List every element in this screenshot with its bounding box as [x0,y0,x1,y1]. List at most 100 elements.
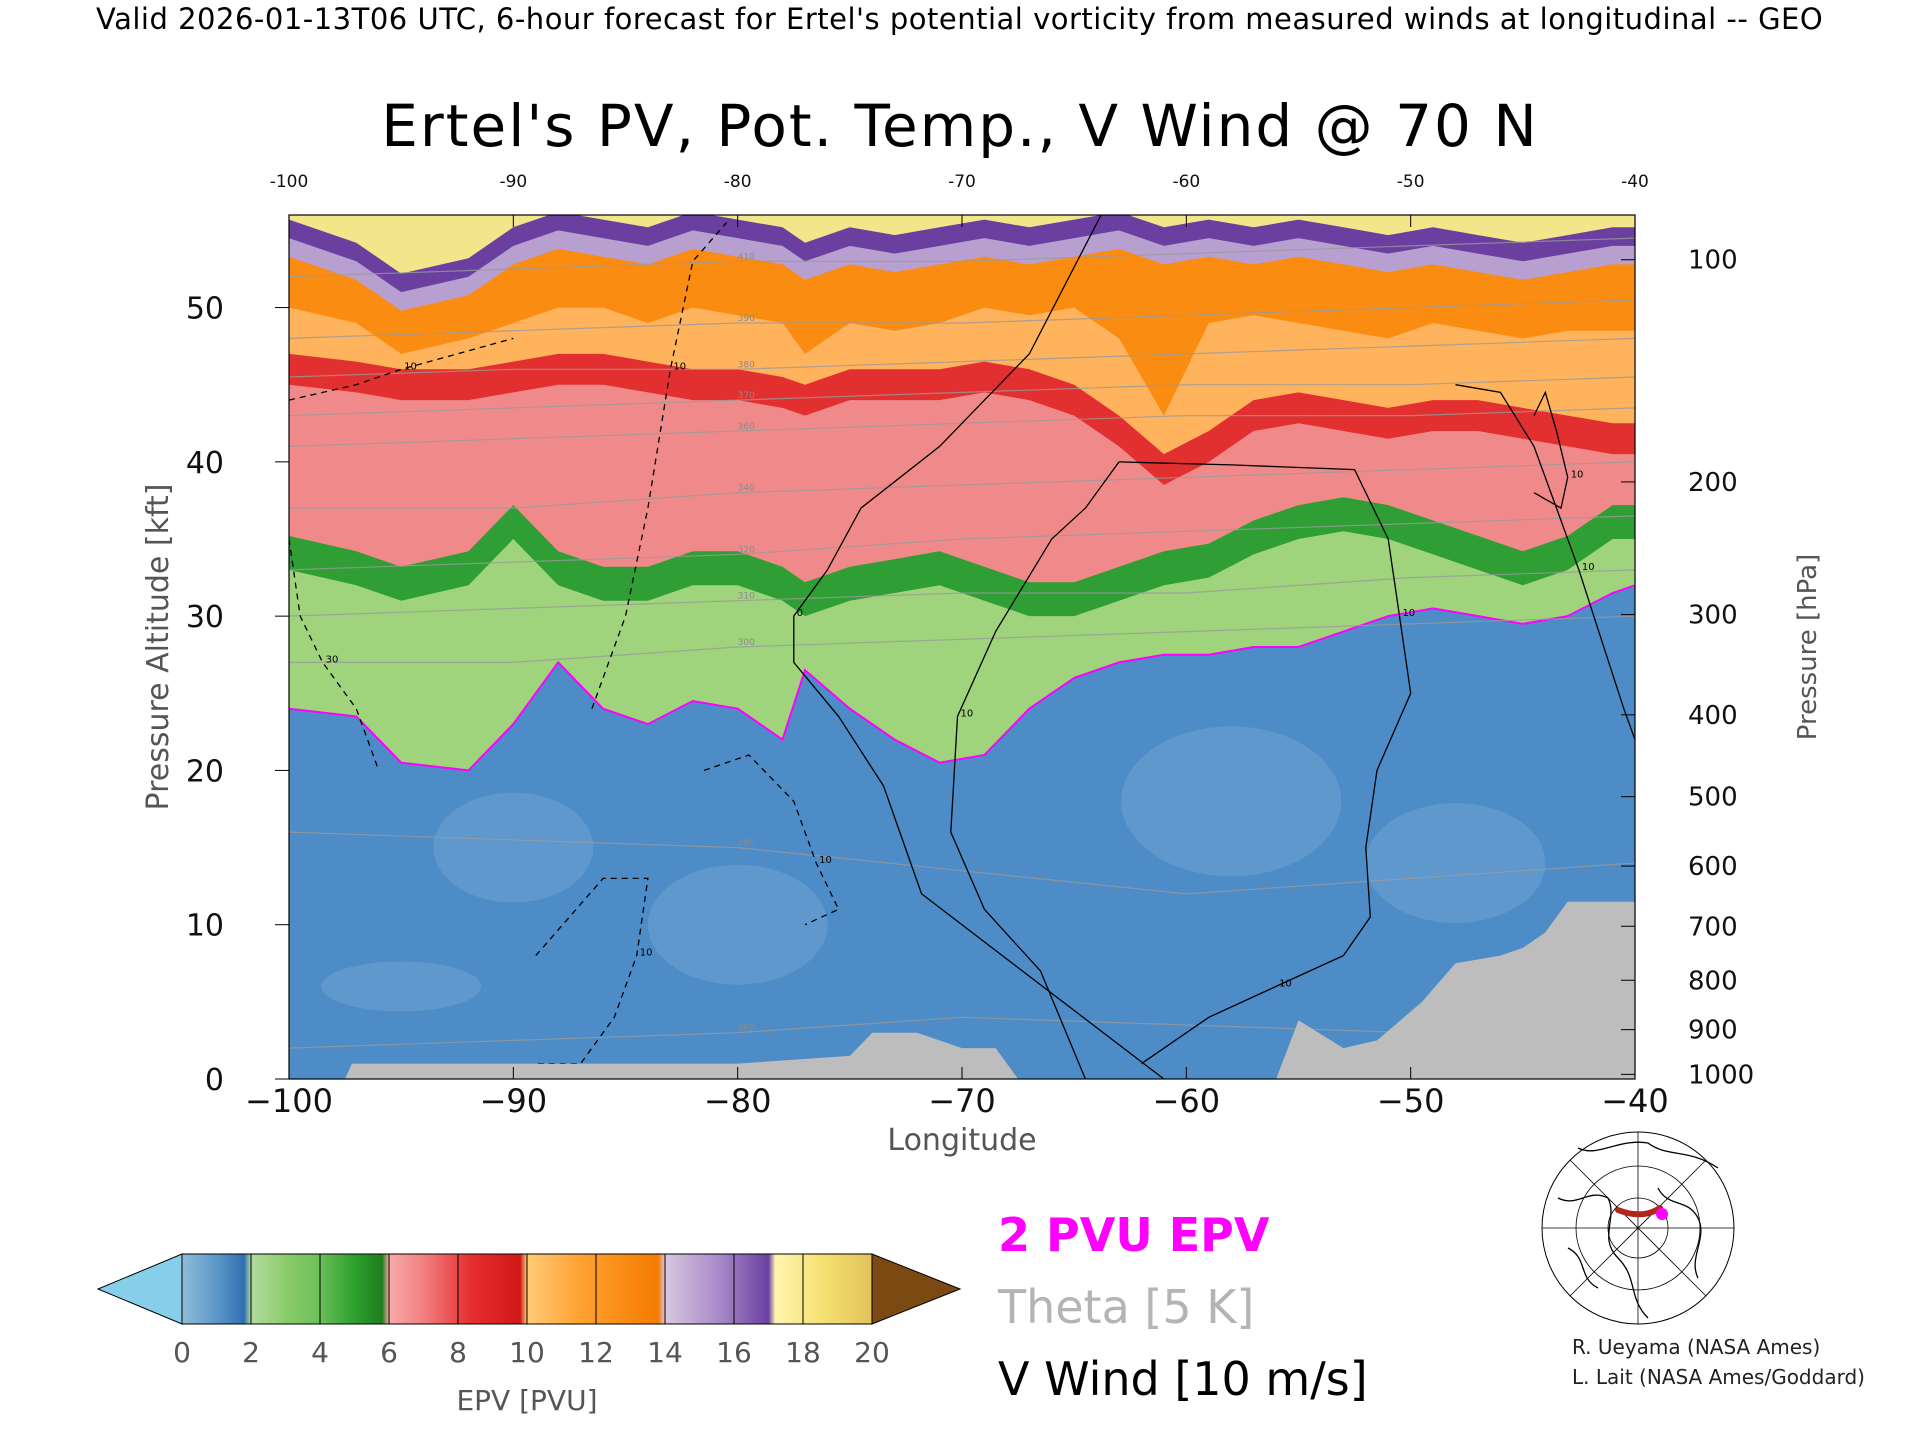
colorbar-over-arrow [871,1253,962,1325]
y2-axis-label: Pressure [hPa] [1793,554,1823,741]
vwind-contour-label: 10 [1571,469,1584,480]
pressure-tick-label: 700 [1688,912,1738,942]
credits: R. Ueyama (NASA Ames) L. Lait (NASA Ames… [1572,1332,1865,1392]
epv-2pvu-contour [289,584,1635,772]
x-tick-label-top: -40 [1621,172,1649,192]
pressure-tick-label: 900 [1688,1016,1738,1046]
pressure-tick-label: 400 [1688,701,1738,731]
axes: −100 −90 −80 −70 −60 −50 −40 -100 -90 -80 -70 -60 -5… [141,172,1823,1158]
vwind-contour [1118,461,1412,848]
troposphere-light-patch [1365,803,1546,923]
theta-contour-label: 280 [738,839,755,849]
pressure-tick-label: 100 [1688,246,1738,276]
theta-contour-label: 300 [738,638,755,648]
colorbar-tick-label: 12 [578,1336,614,1369]
theta-contour [289,376,1635,417]
theta-contour [289,569,1635,617]
y-tick-label: 30 [186,600,224,635]
x-tick-label: −70 [928,1082,996,1120]
theta-contour [289,831,1635,895]
vwind-contour [535,877,649,1065]
pressure-tick-label: 500 [1688,783,1738,813]
x-tick-label: −100 [245,1082,333,1120]
header-text: Valid 2026-01-13T06 UTC, 6-hour forecast… [96,2,1824,36]
x-axis-label: Longitude [887,1123,1036,1158]
vwind-contour-label: 10 [404,361,417,372]
vwind-contour-label: 10 [673,361,686,372]
vwind-contour [1455,384,1635,740]
y-tick-label: 0 [205,1063,224,1098]
colorbar-tick-label: 20 [854,1336,890,1369]
x-tick-label-top: -90 [499,172,527,192]
pressure-tick-label: 200 [1688,468,1738,498]
credit-line: R. Ueyama (NASA Ames) [1572,1335,1821,1359]
theta-contour-label: 410 [738,252,755,262]
colorbar-tick-label: 4 [311,1336,329,1369]
colorbar-tick-label: 16 [716,1336,752,1369]
x-tick-label: −60 [1153,1082,1221,1120]
colorbar-label: EPV [PVU] [456,1384,597,1417]
theta-contour-label: 340 [738,484,755,494]
theta-contour [289,237,1635,278]
vwind-contour [703,754,840,926]
x-tick-label-top: -100 [270,172,309,192]
colorbar-tick-label: 14 [647,1336,683,1369]
x-tick-label: −90 [480,1082,548,1120]
vwind-contour-label: 0 [797,608,803,619]
theta-contour-label: 260 [738,1024,755,1034]
theta-contour [289,515,1635,571]
theta-contour-label: 390 [738,314,755,324]
y-tick-label: 50 [186,292,224,327]
pressure-tick-label: 300 [1688,601,1738,631]
troposphere-light-patch [647,864,828,985]
troposphere-light-patch [433,792,594,903]
theta-contour-label: 370 [738,391,755,401]
theta-contour-label: 320 [738,545,755,555]
y-tick-label: 20 [186,754,224,789]
theta-contour [289,461,1635,509]
epv-band-16-18 [289,215,1635,293]
colorbar-tick-label: 6 [380,1336,398,1369]
map-coastlines [1557,1141,1719,1319]
legend-vwind: V Wind [10 m/s] [998,1352,1368,1406]
vwind-contour-label: 10 [961,708,974,719]
credit-line: L. Lait (NASA Ames/Goddard) [1572,1365,1865,1389]
theta-contour-label: 380 [738,360,755,370]
vwind-contour [793,215,1165,1079]
y-tick-label: 10 [186,909,224,944]
vwind-contour-label: 10 [1582,562,1595,573]
colorbar-under-arrow [96,1253,183,1325]
colorbar-tick-label: 8 [449,1336,467,1369]
colorbar-tick-label: 0 [173,1336,191,1369]
x-tick-label-top: -60 [1172,172,1200,192]
vwind-contour-label: 30 [326,654,339,665]
map-meridian [1569,1159,1707,1297]
theta-contour [289,615,1635,663]
x-tick-label-top: -80 [724,172,752,192]
pressure-tick-label: 1000 [1688,1060,1754,1090]
theta-contour [289,299,1635,339]
vwind-contour [1141,847,1371,1065]
theta-contour-label: 360 [738,422,755,432]
vwind-contour [950,461,1120,1079]
terrain-mask [289,901,1635,1079]
vwind-contour-label: 10 [819,855,832,866]
legend-epv: 2 PVU EPV [998,1208,1270,1262]
vwind-contour [289,337,514,401]
colorbar-tick-label: 10 [509,1336,545,1369]
colorbar: 0 2 4 6 8 10 12 14 16 18 20 EPV [PVU] [96,1253,962,1417]
troposphere-light-patch [1121,726,1342,877]
vwind-contour [1533,390,1569,510]
chart-title: Ertel's PV, Pot. Temp., V Wind @ 70 N [381,92,1539,160]
theta-contour-label: 310 [738,592,755,602]
x-tick-label: −40 [1601,1082,1669,1120]
y-tick-label: 40 [186,446,224,481]
x-tick-label-top: -70 [948,172,976,192]
troposphere-light-patch [321,961,482,1012]
pressure-tick-label: 600 [1688,852,1738,882]
theta-contour [289,337,1635,378]
epv-band-18-20 [289,215,1635,274]
vwind-contour-label: 10 [1279,978,1292,989]
vwind-contour [591,222,727,709]
